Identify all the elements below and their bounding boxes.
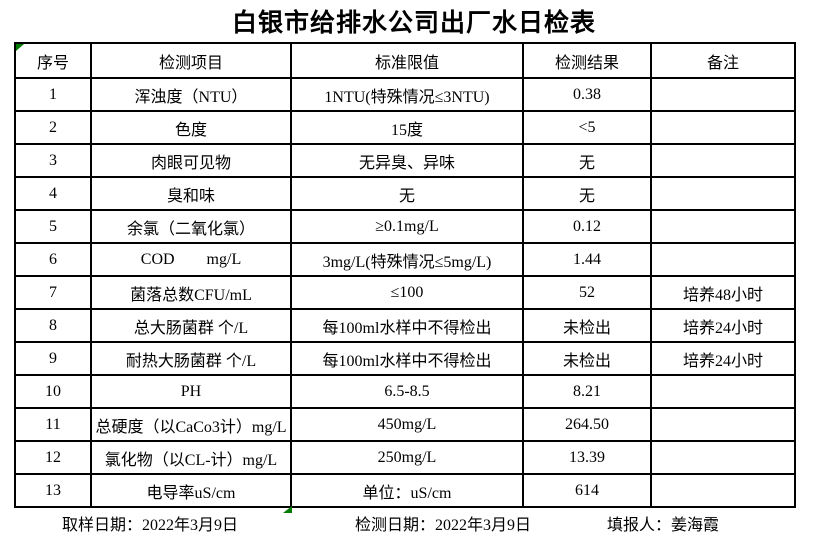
page-title: 白银市给排水公司出厂水日检表 (231, 10, 596, 37)
cell-result: 无 (522, 143, 652, 178)
cell-remark (650, 374, 796, 409)
cell-remark: 培养24小时 (650, 341, 796, 376)
cell-remark (650, 473, 796, 508)
cell-result: 264.50 (522, 407, 652, 442)
cell-result: 0.12 (522, 209, 652, 244)
cell-remark (650, 143, 796, 178)
cell-result: 8.21 (522, 374, 652, 409)
cell-no: 11 (14, 407, 92, 442)
cell-result: <5 (522, 110, 652, 145)
cell-limit: 每100ml水样中不得检出 (290, 341, 524, 376)
cell-limit: 250mg/L (290, 440, 524, 475)
cell-no: 5 (14, 209, 92, 244)
table-row: 10 PH 6.5-8.5 8.21 (14, 374, 796, 409)
cell-no: 2 (14, 110, 92, 145)
cell-limit: 无异臭、异味 (290, 143, 524, 178)
cell-item: COD mg/L (90, 242, 292, 277)
cell-remark: 培养48小时 (650, 275, 796, 310)
table-row: 13 电导率uS/cm 单位：uS/cm 614 (14, 473, 796, 508)
cell-limit: ≥0.1mg/L (290, 209, 524, 244)
test-date: 检测日期：2022年3月9日 (355, 517, 532, 534)
cell-result: 13.39 (522, 440, 652, 475)
cell-no: 4 (14, 176, 92, 211)
cell-limit: 无 (290, 176, 524, 211)
cell-item: PH (90, 374, 292, 409)
cell-result: 未检出 (522, 341, 652, 376)
cell-item: 电导率uS/cm (90, 473, 292, 508)
cell-remark (650, 242, 796, 277)
table-row: 9 耐热大肠菌群 个/L 每100ml水样中不得检出 未检出 培养24小时 (14, 341, 796, 376)
inspection-table: 序号 检测项目 标准限值 检测结果 备注 1 浑浊度（NTU） 1NTU(特殊情… (14, 42, 796, 508)
cell-result: 未检出 (522, 308, 652, 343)
table-row: 4 臭和味 无 无 (14, 176, 796, 211)
header-serial-no: 序号 (14, 42, 92, 79)
cell-limit: 1NTU(特殊情况≤3NTU) (290, 77, 524, 112)
cell-item: 总硬度（以CaCo3计）mg/L (90, 407, 292, 442)
cell-limit: ≤100 (290, 275, 524, 310)
cell-no: 6 (14, 242, 92, 277)
cell-remark (650, 209, 796, 244)
cell-result: 52 (522, 275, 652, 310)
cell-remark (650, 440, 796, 475)
cell-item: 余氯（二氧化氯） (90, 209, 292, 244)
cell-no: 3 (14, 143, 92, 178)
table-row: 5 余氯（二氧化氯） ≥0.1mg/L 0.12 (14, 209, 796, 244)
cell-no: 10 (14, 374, 92, 409)
table-row: 11 总硬度（以CaCo3计）mg/L 450mg/L 264.50 (14, 407, 796, 442)
cell-item: 总大肠菌群 个/L (90, 308, 292, 343)
cell-result: 1.44 (522, 242, 652, 277)
cell-limit: 每100ml水样中不得检出 (290, 308, 524, 343)
cell-result: 无 (522, 176, 652, 211)
header-std-limit: 标准限值 (290, 42, 524, 79)
cell-remark (650, 176, 796, 211)
cell-result: 0.38 (522, 77, 652, 112)
header-test-item: 检测项目 (90, 42, 292, 79)
cell-item: 肉眼可见物 (90, 143, 292, 178)
cell-remark (650, 77, 796, 112)
excel-corner-marker-icon (16, 44, 24, 51)
cell-item: 臭和味 (90, 176, 292, 211)
cell-no: 9 (14, 341, 92, 376)
table-row: 12 氯化物（以CL-计）mg/L 250mg/L 13.39 (14, 440, 796, 475)
cell-item: 菌落总数CFU/mL (90, 275, 292, 310)
cell-remark (650, 110, 796, 145)
cell-no: 12 (14, 440, 92, 475)
cell-limit: 单位：uS/cm (290, 473, 524, 508)
table-row: 1 浑浊度（NTU） 1NTU(特殊情况≤3NTU) 0.38 (14, 77, 796, 112)
table-row: 3 肉眼可见物 无异臭、异味 无 (14, 143, 796, 178)
sampling-date: 取样日期：2022年3月9日 (62, 517, 239, 534)
cell-item: 浑浊度（NTU） (90, 77, 292, 112)
reporter-name: 填报人：姜海霞 (607, 517, 720, 534)
cell-no: 1 (14, 77, 92, 112)
cell-no: 7 (14, 275, 92, 310)
header-remark: 备注 (650, 42, 796, 79)
cell-limit: 450mg/L (290, 407, 524, 442)
cell-item: 氯化物（以CL-计）mg/L (90, 440, 292, 475)
table-row: 6 COD mg/L 3mg/L(特殊情况≤5mg/L) 1.44 (14, 242, 796, 277)
header-test-result: 检测结果 (522, 42, 652, 79)
cell-limit: 15度 (290, 110, 524, 145)
cell-no: 13 (14, 473, 92, 508)
cell-result: 614 (522, 473, 652, 508)
cell-limit: 3mg/L(特殊情况≤5mg/L) (290, 242, 524, 277)
cell-no: 8 (14, 308, 92, 343)
cell-remark: 培养24小时 (650, 308, 796, 343)
cell-item: 色度 (90, 110, 292, 145)
excel-bottom-marker-icon (283, 506, 292, 513)
cell-limit: 6.5-8.5 (290, 374, 524, 409)
table-row: 2 色度 15度 <5 (14, 110, 796, 145)
cell-item: 耐热大肠菌群 个/L (90, 341, 292, 376)
table-row: 8 总大肠菌群 个/L 每100ml水样中不得检出 未检出 培养24小时 (14, 308, 796, 343)
cell-remark (650, 407, 796, 442)
table-row: 7 菌落总数CFU/mL ≤100 52 培养48小时 (14, 275, 796, 310)
header-row: 序号 检测项目 标准限值 检测结果 备注 (14, 42, 796, 79)
